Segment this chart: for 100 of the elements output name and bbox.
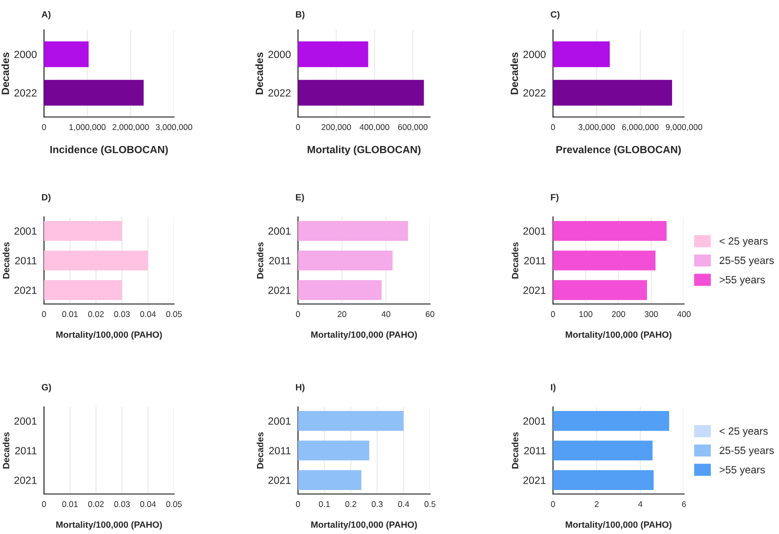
x-tick-label: 0.4 [398,501,410,508]
y-axis-title: Decades [256,242,264,278]
y-tick-label: 2011 [15,447,37,454]
bar [553,470,654,490]
x-tick-label: 0 [551,501,555,508]
y-axis-title: Decades [256,432,264,468]
x-tick-label: 300 [644,311,658,318]
x-tick-label: 0.01 [62,501,78,508]
x-tick-label: 0.04 [140,311,156,318]
x-tick-label: 0.02 [88,501,104,508]
x-tick-label: 40 [382,311,390,318]
bar [298,280,382,300]
legend-label: < 25 years [720,427,768,437]
x-tick-label: 0.01 [62,311,78,318]
y-tick-label: 2001 [268,417,291,425]
y-tick-label: 2011 [524,447,546,454]
x-tick-label: 3,000,000 [578,124,615,132]
y-tick-label: 2021 [14,286,37,294]
x-tick-label: 0.2 [345,501,356,508]
bar [298,250,393,270]
y-tick-label: 2011 [524,257,546,264]
y-axis-title: Decades [512,432,518,468]
y-tick-label: 2011 [15,257,37,264]
chart-title: B) [296,10,304,20]
x-tick-label: 9,000,000 [666,124,702,132]
legend-label: >55 years [720,466,765,476]
x-tick-label: 3,000,000 [156,124,192,132]
y-tick-label: 2001 [523,417,546,425]
x-tick-label: 1,000,000 [69,124,106,132]
x-tick-label: 0.02 [88,311,104,318]
x-axis-title: Mortality (GLOBOCAN) [308,146,420,156]
y-tick-label: 2001 [268,227,291,235]
y-tick-label: 2021 [268,476,291,484]
x-tick-label: 0.03 [114,311,130,318]
x-tick-label: 2,000,000 [112,124,149,132]
y-tick-label: 2021 [14,476,37,484]
x-tick-label: 0.03 [114,501,130,508]
x-tick-label: 0.05 [166,311,182,318]
chart-title: H) [296,384,304,392]
x-tick-label: 0.3 [372,501,383,508]
x-tick-label: 200 [612,311,626,318]
x-axis-title: Mortality/100,000 (PAHO) [311,521,417,530]
y-tick-label: 2001 [14,417,37,425]
chart-title: E) [296,194,304,202]
x-tick-label: 200,000 [322,124,351,132]
x-tick-label: 6,000,000 [622,124,659,132]
x-tick-label: 600,000 [398,124,428,132]
y-tick-label: 2011 [269,447,291,454]
legend-label: >55 years [720,276,765,286]
x-tick-label: 400 [677,311,691,318]
chart-title: F) [550,194,558,202]
chart-title: C) [550,10,560,20]
legend-label: 25-55 years [720,446,774,456]
chart-title: D) [42,194,50,202]
x-tick-label: 6 [682,501,686,508]
x-tick-label: 4 [638,501,642,507]
x-tick-label: 0 [296,501,300,508]
x-tick-label: 0 [42,124,46,130]
y-axis-title: Decades [2,242,10,278]
y-tick-label: 2022 [523,89,546,97]
x-tick-label: 0.05 [166,501,182,508]
x-tick-label: 0.1 [318,501,330,508]
y-tick-label: 2001 [14,227,37,235]
x-axis-title: Incidence (GLOBOCAN) [50,146,168,156]
y-tick-label: 2000 [268,50,291,58]
y-tick-label: 2000 [523,50,546,58]
chart-title: G) [42,384,51,392]
x-tick-label: 100 [579,311,592,318]
y-axis-title: Decades [512,242,518,278]
y-tick-label: 2001 [523,227,546,235]
y-axis-title: Decades [1,52,10,94]
x-tick-label: 20 [338,311,346,318]
y-tick-label: 2021 [523,286,546,294]
x-tick-label: 0.5 [424,501,436,508]
bar [298,470,362,490]
y-tick-label: 2022 [268,89,291,97]
x-tick-label: 0 [42,311,46,318]
y-axis-title: Decades [2,432,10,468]
x-axis-title: Prevalence (GLOBOCAN) [556,146,681,156]
bar [553,440,653,460]
y-tick-label: 2021 [268,286,291,294]
x-tick-label: 0 [296,311,300,318]
y-tick-label: 2021 [523,476,546,484]
x-tick-label: 2 [594,501,599,507]
bar [298,440,370,460]
x-tick-label: 0.04 [140,501,156,508]
chart-title: I) [550,384,556,392]
x-axis-title: Mortality/100,000 (PAHO) [311,331,417,340]
x-tick-label: 0 [296,124,300,130]
legend-label: 25-55 years [720,256,774,266]
x-axis-title: Mortality/100,000 (PAHO) [566,331,672,340]
x-tick-label: 0 [551,311,555,318]
y-tick-label: 2022 [14,89,37,97]
y-axis-title: Decades [255,52,264,94]
legend-label: < 25 years [720,237,768,247]
x-tick-label: 0 [551,124,555,130]
x-tick-label: 400,000 [360,124,390,132]
x-axis-title: Mortality/100,000 (PAHO) [56,331,162,340]
bar [553,410,670,431]
x-axis-title: Mortality/100,000 (PAHO) [56,521,162,530]
